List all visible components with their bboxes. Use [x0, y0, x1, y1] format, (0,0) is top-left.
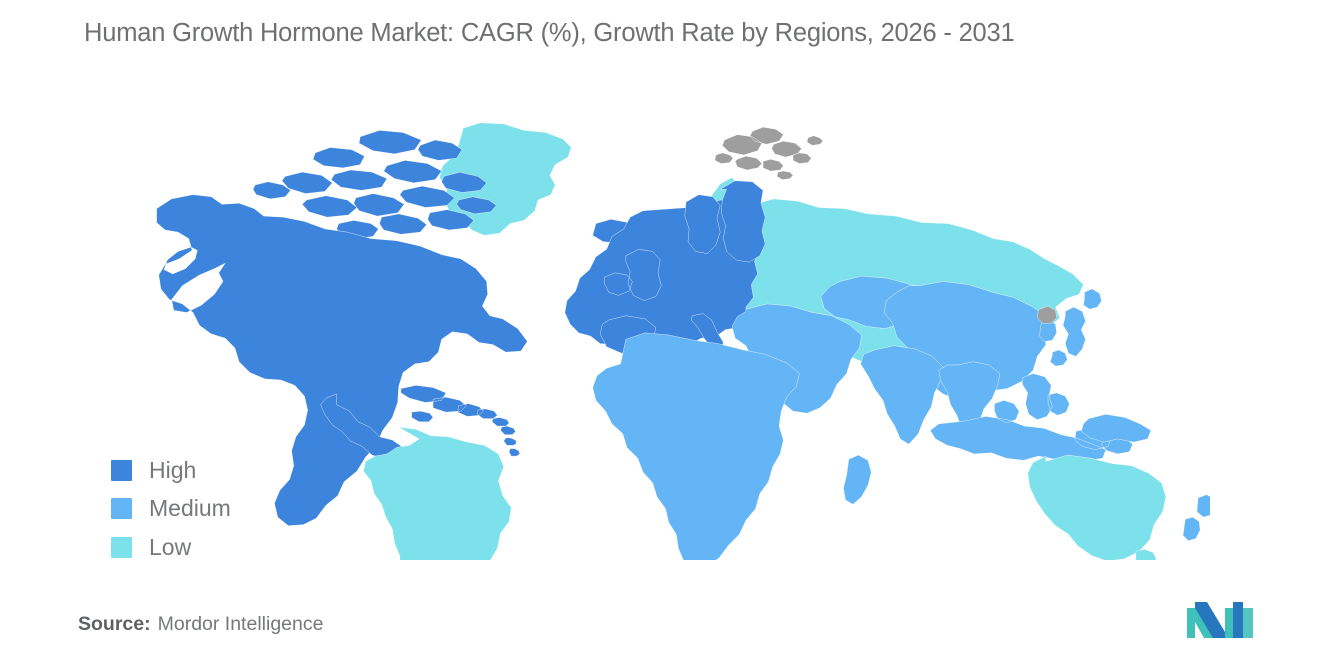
- region-north-america: [156, 194, 528, 526]
- legend-item-high[interactable]: High: [111, 451, 341, 490]
- region-new-zealand: [1182, 494, 1210, 541]
- logo-chevron-teal-right: [1225, 608, 1235, 638]
- legend-item-medium[interactable]: Medium: [111, 490, 341, 529]
- world-choropleth-map: [120, 110, 1210, 560]
- legend-label-low: Low: [149, 533, 192, 560]
- logo-chevron-teal-far-right: [1243, 608, 1253, 638]
- region-canada-arctic-islands: [252, 130, 497, 239]
- region-tasmania: [1135, 549, 1157, 560]
- legend-item-low[interactable]: Low: [111, 528, 341, 567]
- region-africa: [592, 332, 800, 560]
- region-papua-new-guinea: [1081, 414, 1152, 443]
- source-caption: Source: Mordor Intelligence: [78, 613, 323, 636]
- legend-swatch-medium: [111, 498, 132, 520]
- region-australia: [1027, 454, 1167, 560]
- chart-title: Human Growth Hormone Market: CAGR (%), G…: [84, 19, 1015, 47]
- region-scandinavia: [684, 180, 766, 263]
- legend-label-high: High: [149, 456, 197, 483]
- legend: High Medium Low: [111, 451, 341, 567]
- region-south-asia: [860, 345, 944, 445]
- legend-swatch-low: [111, 536, 132, 558]
- logo-chevron-blue-left: [1195, 602, 1225, 638]
- legend-label-medium: Medium: [149, 495, 231, 522]
- region-british-isles: [604, 249, 662, 301]
- legend-swatch-high: [111, 459, 132, 481]
- source-value: Mordor Intelligence: [157, 613, 324, 635]
- logo-chevron-blue-right: [1233, 602, 1243, 638]
- region-svalbard-no-data: [714, 126, 824, 180]
- source-label: Source:: [78, 613, 151, 635]
- region-middle-east: [731, 303, 862, 414]
- mordor-intelligence-logo: [1185, 600, 1257, 640]
- region-caribbean: [400, 385, 521, 457]
- region-madagascar: [843, 454, 872, 505]
- region-north-korea-no-data: [1037, 305, 1057, 324]
- region-japan: [1049, 288, 1102, 367]
- region-south-america: [363, 426, 512, 560]
- world-map-svg: [156, 122, 1210, 560]
- mi-logo-mark: [1187, 602, 1253, 638]
